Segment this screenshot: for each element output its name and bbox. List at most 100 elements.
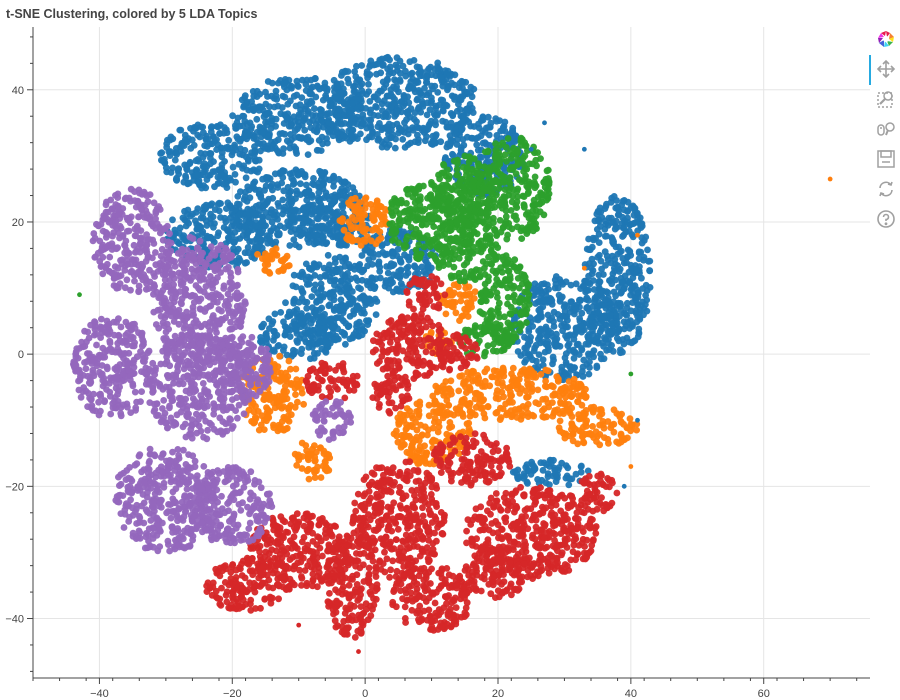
topic-1-point: [517, 370, 524, 378]
topic-2-point: [393, 202, 401, 210]
topic-1-point: [524, 400, 532, 408]
scatter-points[interactable]: [70, 53, 833, 654]
topic-1-point: [567, 392, 575, 400]
topic-0-point: [385, 70, 393, 78]
topic-0-point: [314, 350, 321, 357]
topic-0-point: [348, 131, 355, 138]
topic-2-point: [429, 214, 437, 222]
topic-0-point: [444, 123, 452, 131]
topic-2-point: [510, 144, 518, 152]
topic-0-point: [394, 108, 402, 116]
topic-0-point: [604, 294, 612, 302]
topic-0-point: [197, 123, 205, 131]
topic-0-point: [259, 128, 266, 136]
topic-0-point: [231, 229, 239, 236]
topic-0-point: [290, 236, 298, 244]
topic-0-point: [446, 71, 454, 79]
topic-1-point: [464, 306, 472, 313]
topic-0-point: [583, 287, 591, 294]
topic-1-point: [442, 378, 450, 385]
topic-0-point: [285, 222, 293, 230]
topic-2-point: [481, 280, 489, 288]
topic-0-point: [366, 63, 373, 70]
topic-1-point: [276, 352, 283, 360]
topic-1-point: [477, 405, 485, 412]
topic-0-point: [585, 370, 593, 378]
topic-2-point: [505, 220, 513, 227]
topic-0-point: [181, 207, 188, 215]
topic-1-point: [599, 421, 607, 428]
topic-2-point: [487, 260, 495, 267]
topic-0-point: [215, 199, 223, 207]
topic-1-point: [523, 393, 531, 401]
topic-0-point: [610, 288, 618, 296]
topic-0-point: [254, 168, 261, 176]
topic-0-point: [272, 87, 280, 95]
topic-0-point: [259, 202, 267, 210]
topic-1-point: [284, 412, 292, 420]
topic-2-point: [415, 182, 423, 190]
topic-0-point: [403, 108, 410, 116]
topic-2-point: [518, 235, 526, 243]
topic-0-point: [535, 327, 542, 335]
topic-2-point: [450, 255, 457, 263]
topic-0-point: [301, 329, 309, 337]
topic-0-point: [342, 340, 349, 348]
topic-0-point: [372, 275, 380, 283]
topic-0-point: [613, 224, 621, 231]
topic-2-point: [476, 272, 484, 280]
topic-2-point: [483, 234, 490, 242]
topic-2-point: [439, 249, 446, 257]
topic-0-point: [426, 120, 434, 128]
topic-0-point: [525, 328, 533, 335]
topic-2-point: [516, 176, 523, 184]
topic-0-point: [305, 100, 313, 108]
topic-2-point: [492, 241, 500, 249]
topic-0-point: [392, 85, 400, 93]
topic-1-point: [626, 415, 634, 423]
topic-0-point: [322, 215, 330, 222]
topic-2-point: [520, 203, 528, 211]
topic-0-point: [262, 182, 270, 190]
topic-0-point: [610, 193, 618, 200]
topic-0-point: [572, 470, 580, 478]
topic-1-point: [542, 377, 549, 385]
topic-0-point: [598, 324, 606, 332]
topic-2-point: [530, 178, 538, 186]
topic-0-point: [288, 84, 295, 92]
topic-0-point: [386, 56, 393, 64]
topic-1-point: [463, 420, 471, 428]
topic-2-point: [401, 244, 408, 252]
topic-1-point: [456, 403, 464, 410]
topic-2-point: [416, 234, 424, 242]
topic-0-point: [298, 76, 306, 84]
topic-1-point: [560, 384, 568, 392]
topic-0-point: [479, 139, 487, 147]
topic-0-point: [411, 109, 419, 117]
topic-2-point: [430, 223, 438, 231]
topic-0-point: [526, 337, 534, 345]
topic-0-point: [624, 218, 632, 226]
topic-2-point: [496, 142, 504, 149]
topic-1-point: [260, 426, 268, 433]
topic-0-point: [180, 232, 188, 240]
topic-0-point: [635, 290, 642, 297]
topic-0-point: [287, 228, 295, 236]
topic-0-point: [331, 259, 339, 266]
topic-0-point: [280, 187, 288, 195]
topic-0-point: [317, 147, 325, 155]
topic-0-point: [298, 287, 306, 295]
topic-0-point: [378, 126, 386, 134]
topic-0-point: [311, 75, 319, 83]
topic-0-point: [373, 298, 381, 305]
topic-1-point: [427, 328, 435, 336]
topic-0-point: [567, 281, 575, 289]
topic-0-point: [291, 295, 298, 303]
topic-0-point: [582, 340, 590, 348]
topic-0-point: [253, 244, 261, 251]
topic-0-point: [559, 312, 567, 320]
topic-1-point: [284, 373, 292, 380]
topic-0-point: [384, 76, 391, 84]
topic-0-point: [199, 153, 207, 161]
